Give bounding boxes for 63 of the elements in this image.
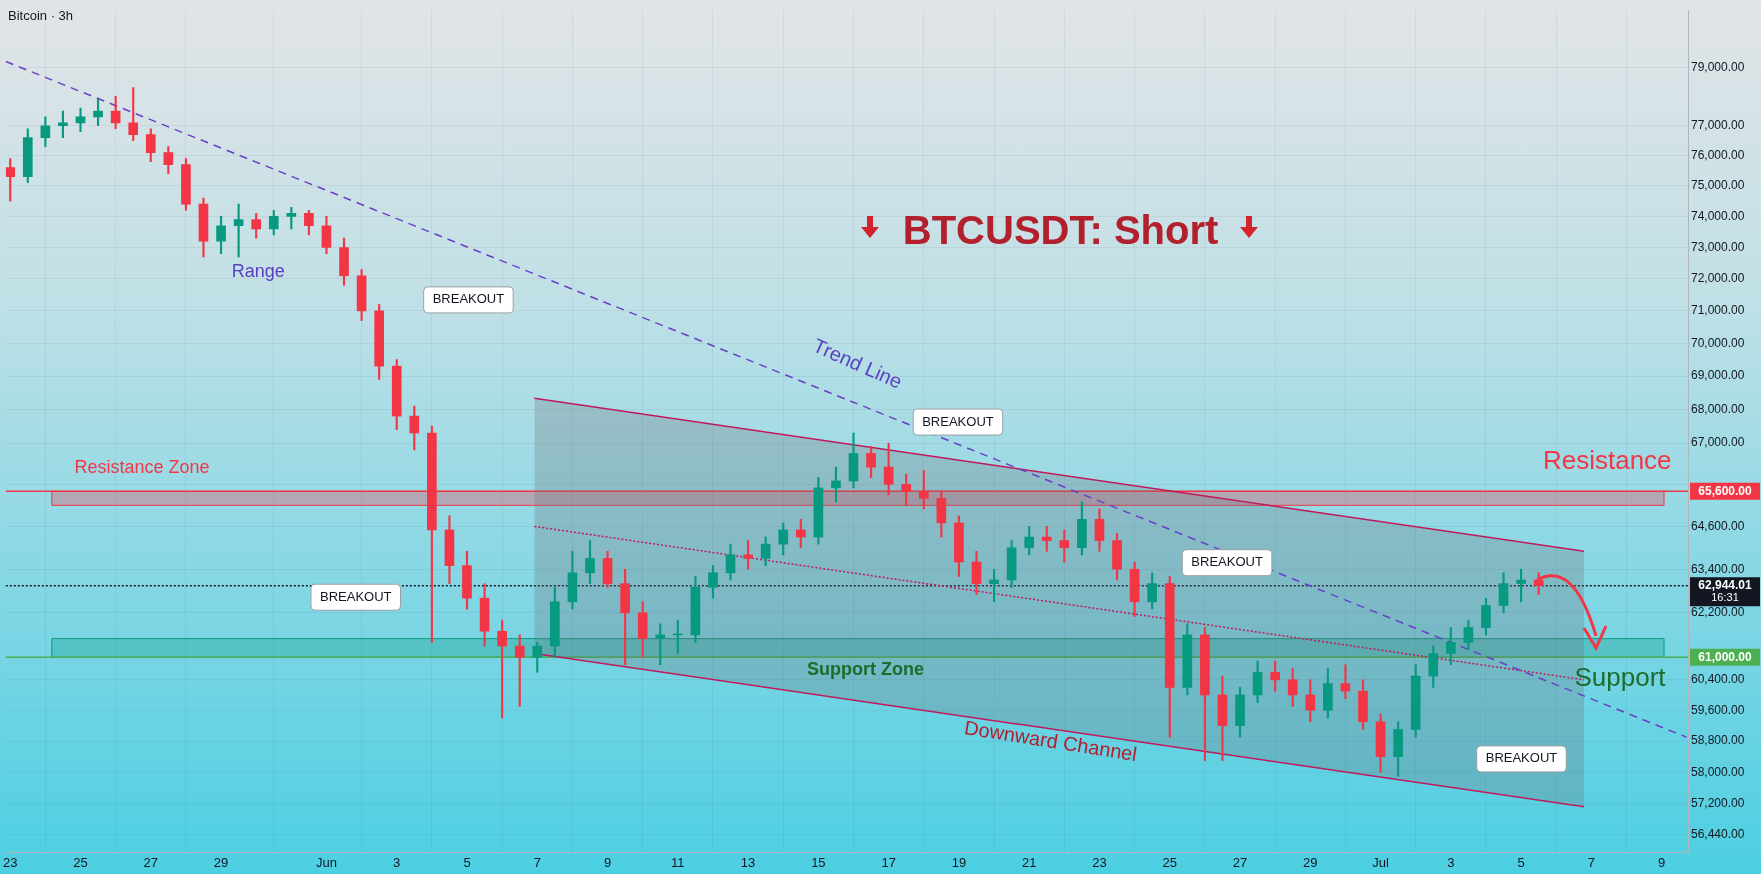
ref-line-label: 62,944.01: [1698, 577, 1753, 592]
y-tick-label: 62,200.00: [1691, 605, 1745, 620]
x-tick-label: 17: [881, 854, 896, 870]
x-tick-label: 23: [3, 854, 18, 870]
x-tick-label: 25: [73, 854, 88, 870]
y-tick-label: 73,000.00: [1691, 239, 1745, 254]
x-tick-label: 9: [1658, 854, 1666, 870]
y-tick-label: 76,000.00: [1691, 147, 1745, 162]
annotation: BREAKOUT: [1485, 750, 1558, 766]
y-tick-label: 72,000.00: [1691, 271, 1745, 286]
x-tick-label: Jul: [1372, 854, 1389, 870]
annotation: BREAKOUT: [319, 588, 392, 604]
y-tick-label: 63,400.00: [1691, 561, 1745, 576]
x-tick-label: 3: [393, 854, 401, 870]
x-tick-label: 9: [603, 854, 612, 870]
y-tick-label: 69,000.00: [1691, 368, 1745, 383]
x-tick-label: 5: [1517, 854, 1525, 870]
y-tick-label: 71,000.00: [1691, 303, 1745, 318]
x-tick-label: 29: [213, 854, 229, 870]
y-tick-label: 79,000.00: [1691, 59, 1745, 74]
y-tick-label: 58,000.00: [1691, 764, 1745, 779]
y-tick-label: 56,440.00: [1691, 826, 1745, 841]
y-tick-label: 67,000.00: [1691, 435, 1745, 450]
y-tick-label: 60,400.00: [1691, 672, 1745, 687]
annotation: Resistance Zone: [74, 457, 210, 478]
chart-subtitle: Bitcoin · 3h: [8, 7, 74, 23]
annotation: BREAKOUT: [1191, 554, 1263, 570]
x-tick-label: 29: [1303, 854, 1318, 870]
y-tick-label: 77,000.00: [1691, 118, 1745, 133]
x-tick-label: 27: [1232, 854, 1248, 870]
annotation: Trend Line: [809, 334, 906, 393]
y-tick-label: 58,800.00: [1691, 733, 1745, 748]
x-tick-label: 21: [1021, 854, 1037, 870]
x-tick-label: 7: [1587, 854, 1595, 870]
x-tick-label: 23: [1092, 854, 1107, 870]
ref-line-label: 65,600.00: [1698, 483, 1753, 498]
x-tick-label: 13: [740, 854, 756, 870]
x-tick-label: 27: [143, 854, 159, 870]
x-tick-label: 5: [463, 854, 471, 870]
annotation: Resistance: [1542, 444, 1672, 475]
ref-line-label: 61,000.00: [1698, 649, 1753, 664]
annotation: BREAKOUT: [922, 413, 994, 429]
y-tick-label: 68,000.00: [1691, 401, 1745, 416]
annotation: Support Zone: [806, 658, 924, 679]
y-tick-label: 75,000.00: [1691, 178, 1745, 193]
annotation: BREAKOUT: [432, 291, 505, 307]
x-tick-label: 7: [533, 854, 541, 870]
x-tick-label: 15: [811, 854, 826, 870]
x-tick-label: 3: [1447, 854, 1455, 870]
annotation: Support: [1574, 662, 1667, 693]
annotation: Range: [231, 261, 285, 282]
y-tick-label: 57,200.00: [1691, 796, 1745, 811]
y-tick-label: 74,000.00: [1691, 208, 1745, 223]
text: BTCUSDT: Short: [902, 208, 1219, 253]
x-tick-label: 11: [671, 854, 685, 870]
annotation: Downward Channel: [962, 716, 1139, 766]
x-tick-label: 19: [951, 854, 967, 870]
text: 16:31: [1711, 590, 1739, 603]
x-tick-label: Jun: [315, 854, 337, 870]
y-tick-label: 59,600.00: [1691, 702, 1745, 717]
x-tick-label: 25: [1162, 854, 1177, 870]
y-tick-label: 70,000.00: [1691, 335, 1745, 350]
y-tick-label: 64,600.00: [1691, 518, 1745, 533]
